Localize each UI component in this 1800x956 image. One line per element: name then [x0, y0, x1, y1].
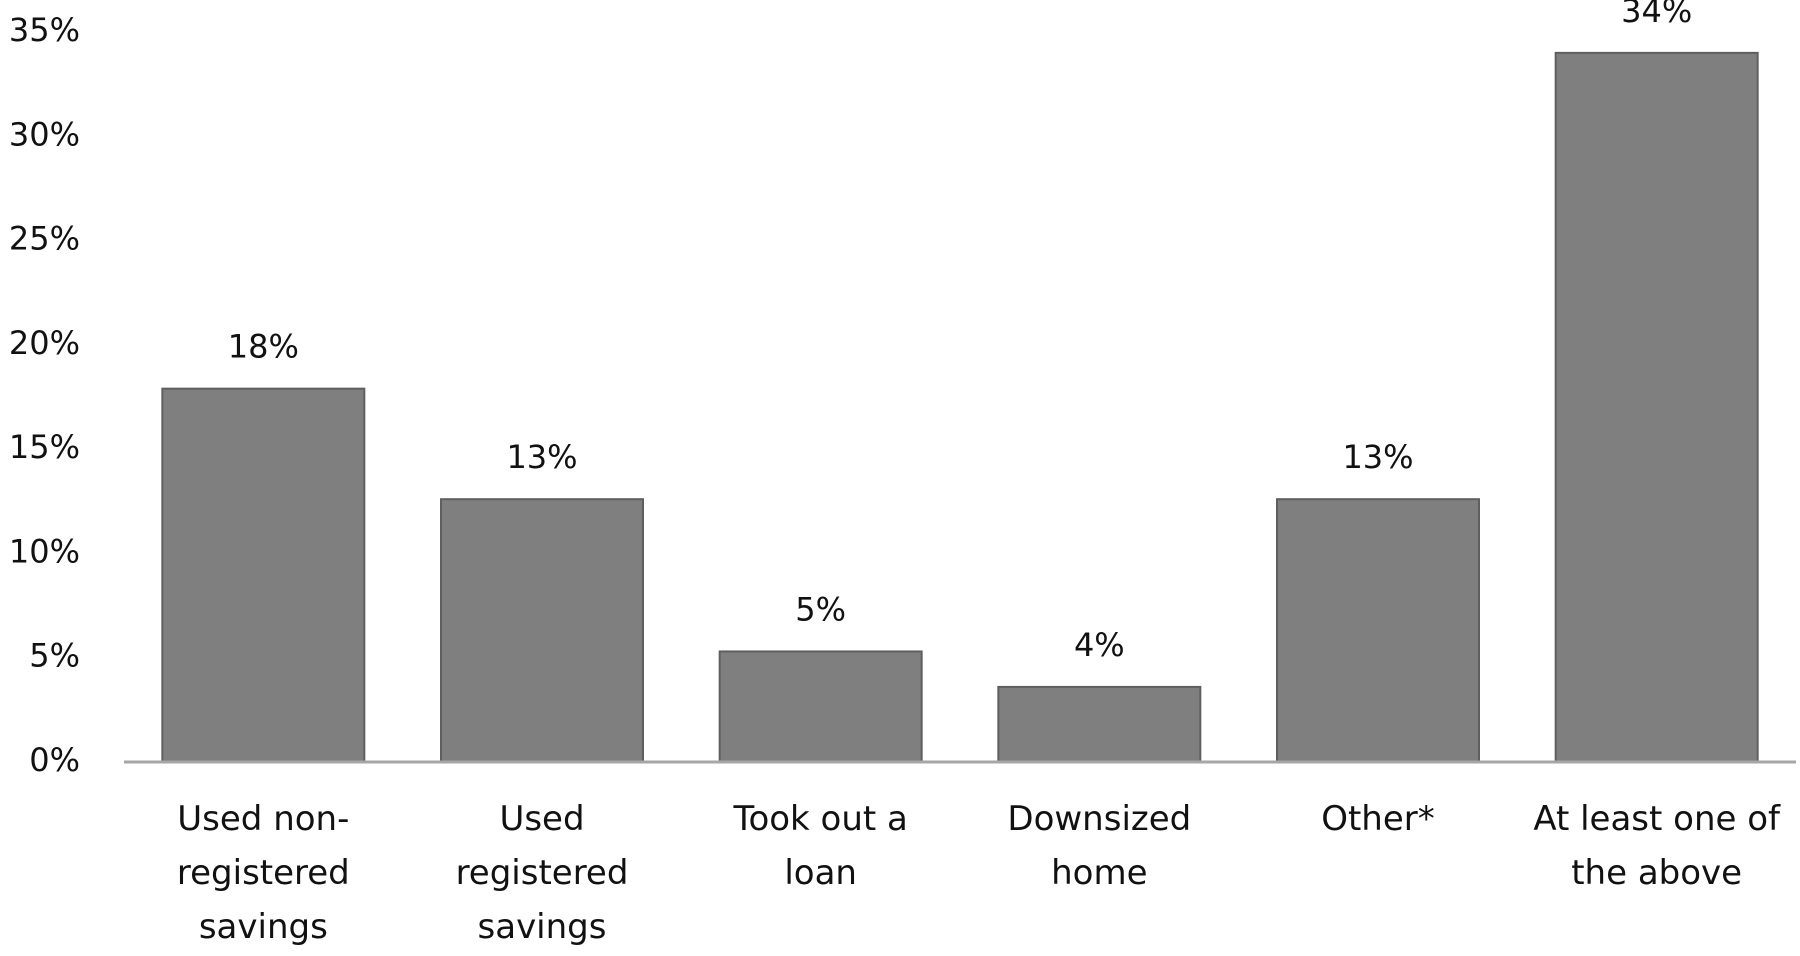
bar — [718, 650, 923, 764]
bar — [997, 685, 1202, 764]
y-tick-label: 0% — [29, 741, 80, 779]
bar — [161, 387, 366, 763]
x-tick-label: Other* — [1321, 799, 1435, 839]
bar — [1276, 498, 1480, 763]
value-label: 13% — [506, 438, 577, 476]
y-tick-label: 5% — [29, 637, 80, 675]
y-tick-label: 15% — [9, 428, 80, 466]
x-tick-label: Took out a loan — [732, 799, 907, 893]
bar — [1554, 51, 1759, 764]
x-tick-label: At least one of the above — [1533, 799, 1781, 893]
y-tick-label: 30% — [9, 115, 80, 153]
x-tick-label: Used non-registered savings — [177, 799, 350, 947]
y-tick-label: 35% — [9, 11, 80, 49]
y-tick-label: 25% — [9, 220, 80, 258]
value-label: 34% — [1621, 0, 1692, 30]
bar — [440, 498, 644, 763]
x-tick-label: Downsized home — [1007, 799, 1191, 893]
y-tick-label: 20% — [9, 324, 80, 362]
y-tick-label: 10% — [9, 532, 80, 570]
value-label: 4% — [1074, 626, 1125, 664]
value-label: 18% — [228, 328, 299, 366]
x-tick-label: Used registered savings — [456, 799, 629, 947]
value-label: 5% — [795, 590, 846, 628]
value-label: 13% — [1342, 438, 1413, 476]
